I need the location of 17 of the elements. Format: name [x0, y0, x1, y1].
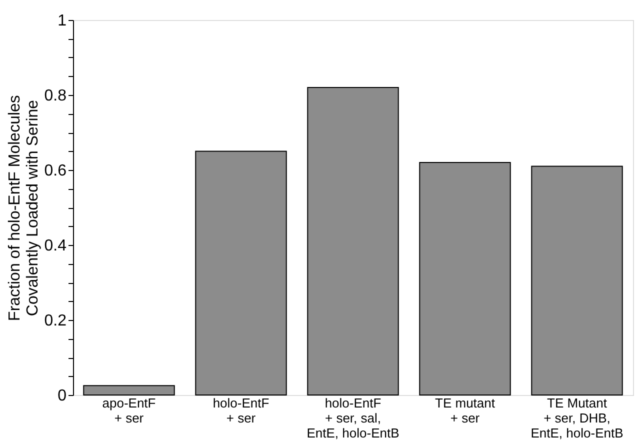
x-tick-label: TE Mutant + ser, DHB, EntE, holo-EntB	[530, 396, 624, 440]
x-tick-label: TE mutant + ser	[435, 396, 496, 426]
y-tick-label: 1	[58, 12, 67, 30]
x-tick-label: holo-EntF + ser, sal, EntE, holo-EntB	[306, 396, 400, 440]
bar	[83, 385, 175, 396]
y-tick-label: 0.4	[44, 238, 67, 254]
bar	[195, 150, 287, 396]
y-tick-label: 0.8	[44, 88, 67, 104]
x-tick-label: apo-EntF + ser	[102, 396, 156, 426]
bar	[419, 162, 511, 396]
bar	[307, 87, 399, 396]
y-tick-label: 0.2	[44, 312, 67, 330]
x-tick-label: holo-EntF + ser	[212, 396, 270, 426]
y-tick-label: 0.6	[44, 162, 67, 180]
y-tick-label: 0	[58, 388, 67, 404]
y-axis-title: Fraction of holo-EntF Molecules Covalently Loaded with Serine	[6, 95, 42, 321]
bar	[531, 166, 623, 396]
